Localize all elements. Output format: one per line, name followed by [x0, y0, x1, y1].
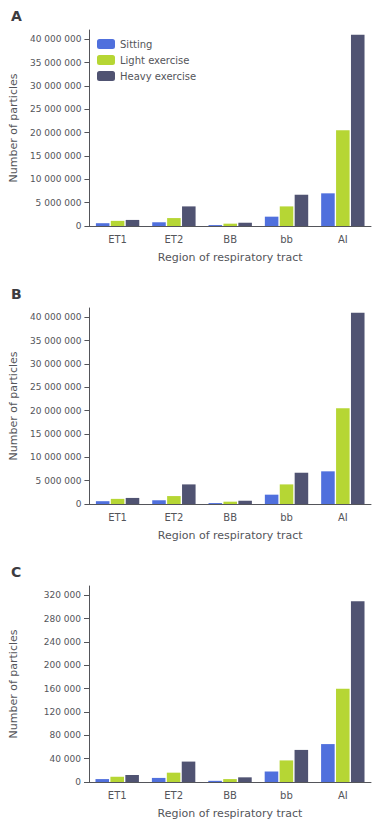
- svg-text:bb: bb: [280, 234, 293, 245]
- svg-text:BB: BB: [223, 512, 237, 523]
- svg-text:Region of respiratory tract: Region of respiratory tract: [158, 251, 304, 264]
- svg-text:320 000: 320 000: [44, 590, 81, 600]
- svg-text:20 000 000: 20 000 000: [30, 128, 82, 138]
- svg-text:160 000: 160 000: [44, 684, 81, 694]
- svg-text:5 000 000: 5 000 000: [36, 198, 82, 208]
- svg-text:Sitting: Sitting: [120, 39, 152, 50]
- svg-text:ET1: ET1: [108, 790, 127, 801]
- svg-text:280 000: 280 000: [44, 614, 81, 624]
- svg-text:40 000: 40 000: [50, 754, 82, 764]
- svg-text:Number of particles: Number of particles: [7, 73, 20, 182]
- svg-text:Number of particles: Number of particles: [7, 629, 20, 738]
- svg-text:Region of respiratory tract: Region of respiratory tract: [158, 807, 304, 820]
- svg-text:15 000 000: 15 000 000: [30, 429, 82, 439]
- svg-text:ET2: ET2: [164, 790, 183, 801]
- svg-text:Number of particles: Number of particles: [7, 351, 20, 460]
- svg-text:40 000 000: 40 000 000: [30, 312, 82, 322]
- svg-text:200 000: 200 000: [44, 660, 81, 670]
- svg-text:A: A: [11, 8, 22, 24]
- svg-text:20 000 000: 20 000 000: [30, 406, 82, 416]
- svg-text:80 000: 80 000: [50, 730, 82, 740]
- svg-text:BB: BB: [223, 234, 237, 245]
- svg-text:15 000 000: 15 000 000: [30, 151, 82, 161]
- svg-text:0: 0: [76, 221, 82, 231]
- svg-text:Region of respiratory tract: Region of respiratory tract: [158, 529, 304, 542]
- svg-text:35 000 000: 35 000 000: [30, 336, 82, 346]
- svg-text:B: B: [11, 286, 22, 302]
- svg-text:0: 0: [75, 777, 81, 787]
- svg-text:ET1: ET1: [108, 512, 127, 523]
- svg-text:bb: bb: [280, 512, 293, 523]
- svg-text:0: 0: [76, 499, 82, 509]
- svg-text:bb: bb: [280, 790, 293, 801]
- svg-text:25 000 000: 25 000 000: [30, 382, 82, 392]
- svg-text:Heavy exercise: Heavy exercise: [120, 71, 196, 82]
- svg-text:10 000 000: 10 000 000: [30, 452, 82, 462]
- svg-text:30 000 000: 30 000 000: [30, 81, 82, 91]
- svg-text:240 000: 240 000: [44, 637, 81, 647]
- svg-text:Light exercise: Light exercise: [120, 55, 189, 66]
- svg-text:C: C: [11, 564, 21, 580]
- svg-text:AI: AI: [338, 512, 348, 523]
- svg-text:ET2: ET2: [165, 512, 184, 523]
- svg-text:40 000 000: 40 000 000: [30, 34, 82, 44]
- svg-text:35 000 000: 35 000 000: [30, 58, 82, 68]
- svg-text:30 000 000: 30 000 000: [30, 359, 82, 369]
- svg-text:25 000 000: 25 000 000: [30, 104, 82, 114]
- svg-text:ET2: ET2: [165, 234, 184, 245]
- svg-text:AI: AI: [338, 234, 348, 245]
- svg-text:5 000 000: 5 000 000: [36, 476, 82, 486]
- svg-text:BB: BB: [223, 790, 237, 801]
- svg-text:120 000: 120 000: [44, 707, 81, 717]
- svg-text:AI: AI: [338, 790, 348, 801]
- svg-text:10 000 000: 10 000 000: [30, 174, 82, 184]
- svg-text:ET1: ET1: [108, 234, 127, 245]
